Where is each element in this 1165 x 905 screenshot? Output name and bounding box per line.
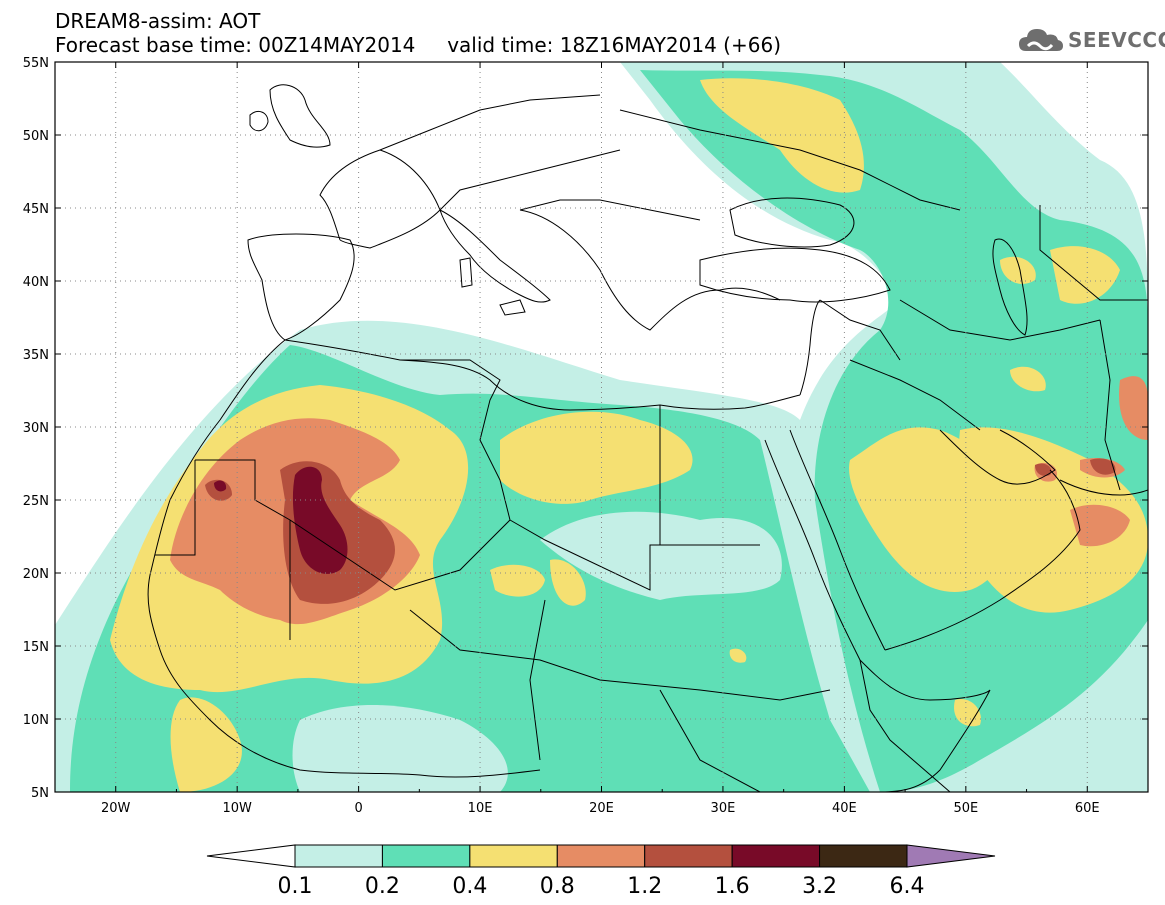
colorbar-box — [294, 844, 383, 868]
colorbar-label: 0.4 — [452, 874, 487, 899]
colorbar-box — [556, 844, 646, 868]
arabia-coast — [884, 469, 1081, 651]
border-2 — [289, 519, 511, 591]
british-isles — [269, 84, 331, 148]
italy — [439, 209, 551, 303]
logo-text: SEEVCCC — [1068, 28, 1165, 52]
north-africa-coast — [284, 339, 801, 411]
border-7 — [849, 359, 981, 431]
border-3 — [509, 519, 760, 591]
persian-gulf — [939, 429, 1056, 485]
lat-label: 40N — [23, 275, 49, 290]
border-15 — [859, 659, 951, 792]
map-title: DREAM8-assim: AOT — [55, 9, 261, 33]
sicily — [499, 299, 526, 316]
colorbar-label: 0.8 — [540, 874, 575, 899]
lat-label: 55N — [23, 56, 49, 71]
iberia-coast — [247, 233, 355, 341]
black-sea — [729, 197, 855, 248]
caspian — [992, 238, 1028, 336]
aot-shading — [55, 62, 1148, 792]
lon-label: 10W — [222, 801, 252, 816]
lat-label: 35N — [23, 348, 49, 363]
lon-label: 10E — [468, 801, 493, 816]
border-19 — [519, 199, 701, 221]
seevccc-logo: SEEVCCC — [1018, 24, 1165, 56]
lon-label: 50E — [953, 801, 978, 816]
aot-band-1.6-3.2 — [214, 466, 348, 574]
colorbar-label: 6.4 — [890, 874, 925, 899]
colorbar-box — [469, 844, 558, 868]
border-14 — [659, 689, 761, 792]
ireland — [249, 111, 269, 132]
border-18 — [379, 94, 601, 151]
lat-label: 20N — [23, 567, 49, 582]
graticule — [55, 62, 1148, 792]
levant-coast — [799, 299, 821, 396]
lat-label: 45N — [23, 202, 49, 217]
france-coast — [319, 149, 441, 249]
coastlines-borders — [147, 84, 1148, 792]
forecast-time-line: Forecast base time: 00Z14MAY2014 valid t… — [55, 33, 781, 57]
axis-ticks: 55N 50N 45N 40N 35N 30N 25N 20N 15N 10N 5N 20W 10W 0 1… — [23, 56, 1149, 816]
colorbar-label: 3.2 — [802, 874, 837, 899]
lat-label: 10N — [23, 713, 49, 728]
lon-label: 20E — [589, 801, 614, 816]
lat-label: 50N — [23, 129, 49, 144]
lat-label: 30N — [23, 421, 49, 436]
border-10 — [899, 299, 1101, 341]
border-12 — [409, 609, 831, 701]
colorbar-box — [731, 844, 821, 868]
iran-pakistan-coast — [1059, 479, 1148, 496]
colorbar: 0.1 0.2 0.4 0.8 1.2 1.6 3.2 6.4 — [206, 844, 996, 899]
colorbar-high-arrow — [906, 844, 996, 868]
turkey — [699, 247, 891, 303]
horn-africa — [859, 659, 991, 792]
border-5 — [155, 460, 196, 556]
lon-label: 30E — [711, 801, 736, 816]
border-11 — [1099, 319, 1121, 491]
border-16 — [619, 109, 961, 211]
colorbar-low-arrow — [206, 844, 296, 868]
red-sea-west — [764, 439, 861, 661]
red-sea-east — [789, 429, 886, 651]
colorbar-label: 1.6 — [715, 874, 750, 899]
border-9 — [1039, 205, 1148, 301]
lon-label: 40E — [832, 801, 857, 816]
lon-label: 0 — [354, 801, 362, 816]
colorbar-box — [644, 844, 733, 868]
border-8 — [819, 299, 901, 361]
border-13 — [529, 599, 546, 761]
lat-label: 15N — [23, 640, 49, 655]
border-17 — [439, 149, 621, 211]
cloud-icon — [1019, 29, 1063, 51]
balkans — [519, 209, 781, 331]
colorbar-label: 0.1 — [278, 874, 313, 899]
border-6 — [400, 359, 511, 521]
colorbar-box — [819, 844, 908, 868]
lat-label: 5N — [31, 786, 49, 801]
sardinia — [459, 257, 473, 288]
colorbar-label: 0.2 — [365, 874, 400, 899]
colorbar-box — [381, 844, 471, 868]
aot-lows — [292, 511, 782, 792]
west-africa-coast — [147, 339, 541, 778]
lon-label: 20W — [101, 801, 131, 816]
lon-label: 60E — [1075, 801, 1100, 816]
lat-label: 25N — [23, 494, 49, 509]
colorbar-label: 1.2 — [627, 874, 662, 899]
